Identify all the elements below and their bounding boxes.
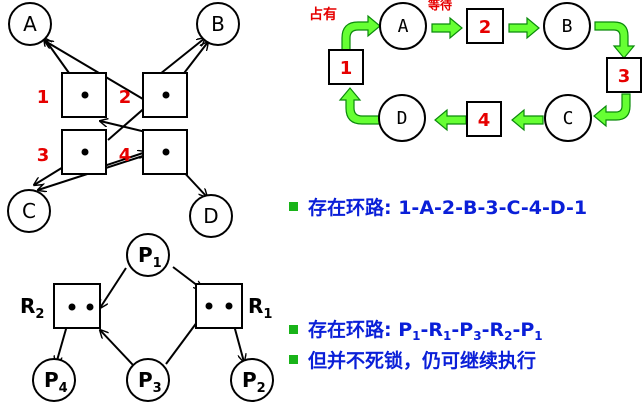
cycle-resource-1-box <box>328 49 364 85</box>
process-P3-label: P3 <box>138 368 162 396</box>
cycle-node-D <box>378 94 426 142</box>
cycle-node-C <box>544 94 592 142</box>
cycle-resource-4-label: 4 <box>478 110 491 131</box>
cycle-resource-1-label: 1 <box>340 58 353 79</box>
bullet-square-icon <box>289 324 298 334</box>
bullet-cycle-2-text: 存在环路: P1-R1-P3-R2-P1 <box>308 319 543 343</box>
resource-R1-label: R1 <box>248 294 272 322</box>
process-P3 <box>126 358 170 402</box>
node-B-label: B <box>211 12 225 36</box>
graph2-dots <box>68 302 233 311</box>
graph1-dots <box>81 91 170 156</box>
resource-2-box <box>142 72 188 118</box>
node-C-label: C <box>22 199 36 223</box>
cycle-resource-2-label: 2 <box>479 17 492 38</box>
node-B <box>196 2 240 46</box>
resource-R2-label: R2 <box>20 294 44 322</box>
cycle-resource-4-box <box>466 101 502 137</box>
cycle-green-arrows <box>338 14 636 132</box>
cycle-node-D-label: D <box>397 108 408 129</box>
process-P1 <box>126 233 170 277</box>
cycle-shapes <box>328 2 642 142</box>
cycle-resource-2-box <box>466 8 504 44</box>
cycle-node-B <box>543 2 591 50</box>
node-A <box>8 2 52 46</box>
cycle-node-A-label: A <box>398 16 409 37</box>
cycle-resource-3-label: 3 <box>618 66 631 87</box>
wait-label: 等待 <box>427 0 452 12</box>
bullet-note: 但并不死锁，仍可继续执行 <box>289 346 536 373</box>
cycle-resource-3-box <box>606 57 642 93</box>
resource-2-label: 2 <box>119 87 132 108</box>
resource-4-label: 4 <box>119 145 132 166</box>
graph1 <box>7 2 240 238</box>
bullet-square-icon <box>289 355 298 364</box>
edge-2-to-A <box>45 41 149 103</box>
node-A-label: A <box>23 12 37 36</box>
process-P2-label: P2 <box>242 368 266 396</box>
bullet-cycle-1-text: 存在环路: 1-A-2-B-3-C-4-D-1 <box>308 197 588 219</box>
node-D-label: D <box>203 204 218 228</box>
process-P4-label: P4 <box>44 368 68 396</box>
process-P2 <box>230 358 274 402</box>
node-C <box>7 189 51 233</box>
bullet-cycle-1: 存在环路: 1-A-2-B-3-C-4-D-1 <box>289 193 587 220</box>
resource-R1-box <box>195 283 243 329</box>
resource-3-label: 3 <box>37 145 50 166</box>
cycle-node-C-label: C <box>563 108 574 129</box>
edge-P3-to-R2 <box>100 330 134 366</box>
occupy-label: 占有 <box>309 6 337 23</box>
bullet-square-icon <box>289 202 298 211</box>
bullet-cycle-2: 存在环路: P1-R1-P3-R2-P1 <box>289 315 543 343</box>
process-P4 <box>32 358 76 402</box>
edge-R2-to-P1 <box>100 267 127 308</box>
process-P1-label: P1 <box>138 243 162 271</box>
cycle-node-B-label: B <box>562 16 573 37</box>
graph2 <box>32 233 274 402</box>
cycle-node-A <box>379 2 427 50</box>
node-D <box>189 194 233 238</box>
resource-1-label: 1 <box>37 87 50 108</box>
bullet-note-text: 但并不死锁，仍可继续执行 <box>308 350 537 372</box>
